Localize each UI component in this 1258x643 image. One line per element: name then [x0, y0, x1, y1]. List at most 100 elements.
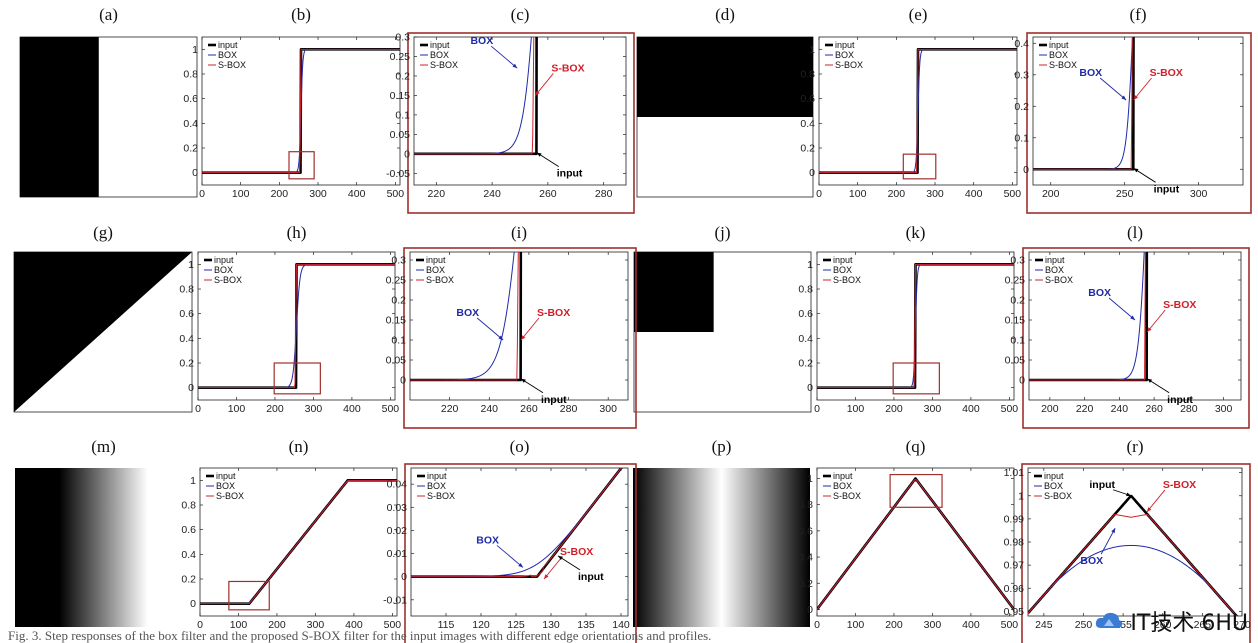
input-image-ridge: (p) — [633, 437, 810, 627]
zoom-region-box — [288, 151, 315, 180]
plot-area — [1032, 36, 1244, 186]
panel-caption: (k) — [906, 223, 926, 242]
y-tick-label: 0.2 — [183, 143, 198, 155]
x-tick-label: 100 — [847, 403, 865, 415]
legend-label: S-BOX — [430, 60, 458, 70]
annotation-arrow — [1146, 489, 1166, 513]
annotation-arrow — [543, 556, 563, 580]
plot-n: (n) 0 100 200 300 400 500 0 0.2 0.4 0.6 0.8 1 inputBO… — [181, 437, 401, 631]
y-tick-label: 0 — [192, 167, 198, 179]
annotation-arrowhead — [544, 574, 549, 579]
y-tick-label: 0.1 — [391, 335, 406, 347]
y-tick-label: 0.05 — [390, 129, 411, 141]
annotation-arrow — [476, 317, 504, 341]
legend-label: input — [427, 471, 447, 481]
x-tick-label: 500 — [384, 619, 402, 631]
legend-label: input — [833, 471, 853, 481]
y-tick-label: 0.99 — [1004, 513, 1025, 525]
plot-area — [410, 467, 629, 617]
annotation-arrowhead — [1130, 315, 1135, 320]
x-tick-label: 260 — [520, 403, 538, 415]
series-sbox-line — [819, 48, 1017, 174]
legend-label: S-BOX — [833, 491, 861, 501]
x-tick-label: 135 — [577, 619, 595, 631]
y-tick-label: 1 — [807, 259, 813, 271]
legend-label: input — [1044, 471, 1064, 481]
x-tick-label: 0 — [814, 403, 820, 415]
x-tick-label: 0 — [195, 403, 201, 415]
legend-label: S-BOX — [214, 275, 242, 285]
legend-label: BOX — [1045, 265, 1064, 275]
annotation-arrowhead — [536, 152, 542, 157]
y-tick-label: 0.01 — [387, 548, 408, 560]
zoom-region-box — [228, 580, 270, 611]
annotation-arrow — [1146, 309, 1166, 333]
x-tick-label: 500 — [1001, 619, 1019, 631]
x-tick-label: 0 — [814, 619, 820, 631]
inset-frame — [403, 247, 637, 429]
x-tick-label: 120 — [472, 619, 490, 631]
annotation-arrowhead — [535, 90, 540, 96]
annotation-label: input — [541, 394, 567, 406]
panel-caption: (f) — [1130, 5, 1147, 24]
series-sbox-line — [202, 48, 400, 174]
legend-label: BOX — [218, 50, 237, 60]
legend-label: input — [833, 255, 853, 265]
y-tick-label: 0.3 — [391, 255, 406, 267]
series-sbox-line — [1028, 513, 1238, 616]
plot-area — [1028, 251, 1242, 401]
series-sbox-line — [198, 263, 395, 389]
plot-e: (e) 0 100 200 300 400 500 0 0.2 0.4 0.6 0.8 1 inputBO… — [800, 5, 1021, 200]
x-tick-label: 100 — [230, 619, 248, 631]
plot-q: (q) 0 100 200 300 400 500 0 0.2 0.4 0.6 0.8 1 inputBO… — [798, 437, 1018, 631]
panel-caption: (h) — [287, 223, 307, 242]
panel-caption: (a) — [99, 5, 118, 24]
series-sbox-line — [817, 263, 1014, 389]
legend-label: BOX — [1049, 50, 1068, 60]
plot-b: (b) 0 100 200 300 400 500 0 0.2 0.4 0.6 0.8 1 inputBO… — [183, 5, 404, 200]
x-tick-label: 300 — [926, 188, 944, 200]
zoom-region-box — [902, 153, 937, 180]
legend-label: BOX — [216, 481, 235, 491]
legend-label: S-BOX — [1044, 491, 1072, 501]
x-tick-label: 250 — [1116, 188, 1134, 200]
input-image-horizontal-edge: (d) — [636, 5, 814, 198]
x-tick-label: 280 — [560, 403, 578, 415]
plot-c: (c) 220 240 260 280 -0.05 0 0.05 0.1 0.15 0.2 0.25 0… — [386, 5, 635, 214]
y-tick-label: 0.3 — [1010, 255, 1025, 267]
input-image-diagonal-edge: (g) — [13, 223, 193, 413]
legend-label: BOX — [214, 265, 233, 275]
panel-caption: (o) — [510, 437, 530, 456]
x-tick-label: 220 — [428, 188, 446, 200]
y-tick-label: 0.96 — [1004, 583, 1025, 595]
y-tick-label: 1 — [188, 259, 194, 271]
x-tick-label: 200 — [271, 188, 289, 200]
y-tick-label: 0.2 — [179, 358, 194, 370]
panel-caption: (l) — [1127, 223, 1143, 242]
annotation-label: S-BOX — [1163, 299, 1196, 311]
annotation-label: input — [1089, 479, 1115, 491]
plot-area — [1027, 467, 1243, 617]
panel-caption: (e) — [909, 5, 928, 24]
x-tick-label: 140 — [612, 619, 630, 631]
y-tick-label: 0 — [807, 604, 813, 616]
x-tick-label: 100 — [232, 188, 250, 200]
x-tick-label: 200 — [885, 403, 903, 415]
series-sbox-line — [410, 252, 519, 381]
plot-o: (o) 115 120 125 130 135 140 -0.01 0 0.01 0.02 0.03 0… — [383, 437, 637, 643]
watermark: IT技术 6HU — [1094, 605, 1248, 637]
y-tick-label: 0.3 — [1014, 69, 1029, 81]
legend-label: input — [426, 255, 446, 265]
annotation-arrowhead — [498, 335, 504, 340]
y-tick-label: 1.01 — [1004, 467, 1025, 479]
y-tick-label: 0.6 — [800, 93, 815, 105]
y-tick-label: 0.2 — [1010, 295, 1025, 307]
y-tick-label: 0.8 — [179, 284, 194, 296]
legend-label: BOX — [833, 265, 852, 275]
x-tick-label: 400 — [962, 619, 980, 631]
annotation-arrow — [1100, 527, 1116, 555]
panel-caption: (j) — [714, 223, 730, 242]
annotation-label: BOX — [456, 307, 479, 319]
x-tick-label: 400 — [965, 188, 983, 200]
input-image-ramp: (m) — [15, 437, 192, 627]
